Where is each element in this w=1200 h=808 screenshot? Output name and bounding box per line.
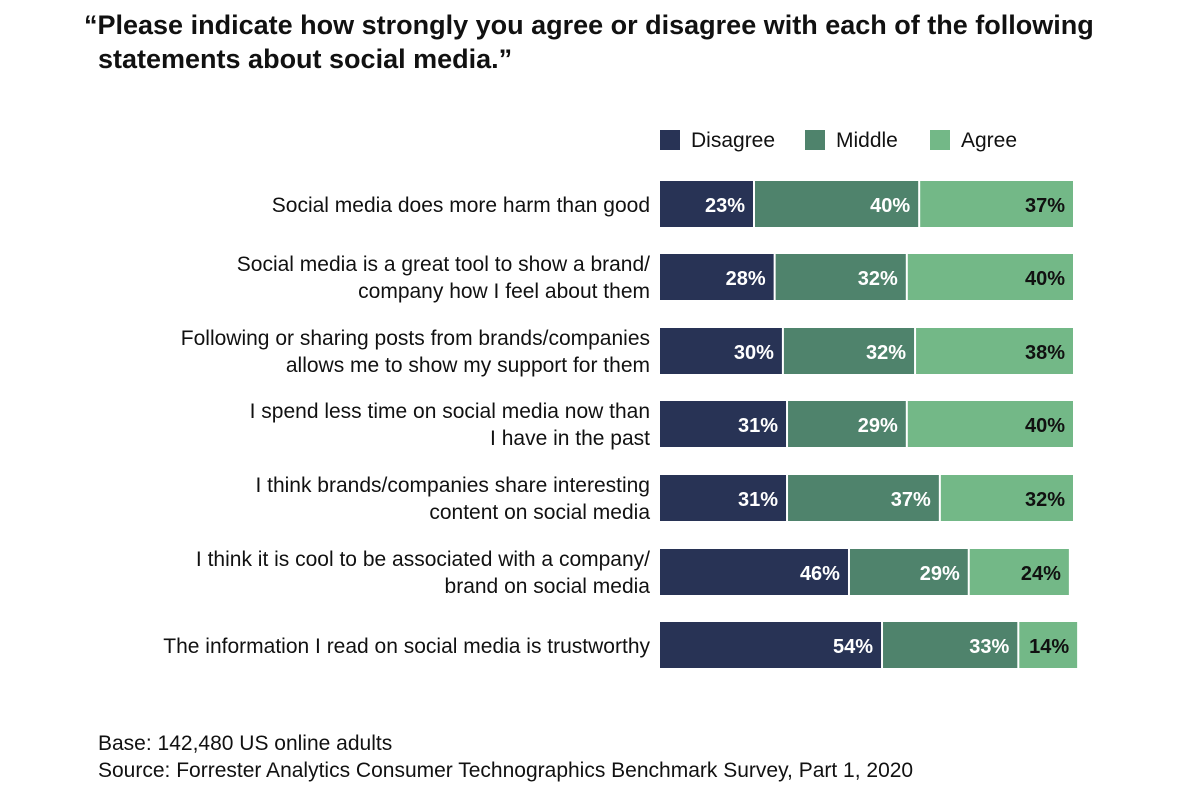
bar-value-label: 30% [734,342,774,364]
category-label: I spend less time on social media now th… [250,400,651,450]
bar-segment-middle [849,549,968,595]
chart-footer: Base: 142,480 US online adults Source: F… [98,730,913,784]
bar-segment-disagree [660,549,848,595]
legend-swatch-agree [930,130,950,150]
category-label: The information I read on social media i… [163,635,650,658]
bar-value-label: 32% [866,342,906,364]
bar-row: The information I read on social media i… [163,622,1078,668]
bar-segment-agree [916,328,1073,374]
category-label: Social media does more harm than good [272,194,650,217]
legend-label-agree: Agree [961,129,1017,152]
bar-segment-disagree [660,622,882,668]
bar-segment-disagree [660,401,787,447]
bar-segment-middle [775,254,906,300]
bar-row: I think brands/companies share interesti… [255,474,1073,524]
bar-segment-middle [788,475,939,521]
bar-row: Social media is a great tool to show a b… [237,253,1073,303]
bar-value-label: 46% [800,563,840,585]
bar-value-label: 31% [738,415,778,437]
bar-segment-disagree [660,328,782,374]
bar-row: I think it is cool to be associated with… [196,548,1069,598]
bar-segment-middle [754,181,919,227]
bar-value-label: 37% [1025,195,1065,217]
bar-value-label: 32% [858,268,898,290]
bar-segment-middle [783,328,915,374]
bar-segment-middle [883,622,1018,668]
bar-segment-agree [920,181,1073,227]
bar-value-label: 40% [1025,268,1065,290]
bar-segment-disagree [660,475,787,521]
bar-segment-disagree [660,181,753,227]
bar-segment-agree [969,549,1069,595]
bar-value-label: 40% [1025,415,1065,437]
bar-value-label: 32% [1025,489,1065,511]
category-label: I think brands/companies share interesti… [255,474,650,524]
bar-value-label: 29% [920,563,960,585]
legend-label-middle: Middle [836,129,898,152]
bar-value-label: 24% [1021,563,1061,585]
bar-segment-agree [907,401,1073,447]
bar-row: Following or sharing posts from brands/c… [181,327,1073,377]
bar-segment-agree [907,254,1073,300]
category-label: Social media is a great tool to show a b… [237,253,650,303]
bar-value-label: 54% [833,636,873,658]
bar-row: I spend less time on social media now th… [250,400,1073,450]
bar-value-label: 40% [870,195,910,217]
bar-row: Social media does more harm than good 23%… [272,181,1073,227]
legend-label-disagree: Disagree [691,129,775,152]
legend: Disagree Middle Agree [660,129,1017,152]
bar-value-label: 23% [705,195,745,217]
bar-value-label: 33% [969,636,1009,658]
bar-value-label: 28% [726,268,766,290]
bar-value-label: 37% [891,489,931,511]
bar-value-label: 14% [1029,636,1069,658]
category-label: I think it is cool to be associated with… [196,548,650,598]
bar-segment-disagree [660,254,774,300]
base-note: Base: 142,480 US online adults [98,732,393,755]
category-label: Following or sharing posts from brands/c… [181,327,650,377]
legend-swatch-middle [805,130,825,150]
source-note: Source: Forrester Analytics Consumer Tec… [98,759,914,782]
bar-segment-agree [1019,622,1078,668]
legend-swatch-disagree [660,130,680,150]
bar-value-label: 31% [738,489,778,511]
bar-segment-middle [788,401,906,447]
bar-value-label: 29% [858,415,898,437]
chart-title-line-2: statements about social media.” [98,44,513,74]
chart-title-line-1: “Please indicate how strongly you agree … [84,10,1094,40]
bar-value-label: 38% [1025,342,1065,364]
bar-segment-agree [940,475,1073,521]
chart-title: “Please indicate how strongly you agree … [84,8,1164,76]
